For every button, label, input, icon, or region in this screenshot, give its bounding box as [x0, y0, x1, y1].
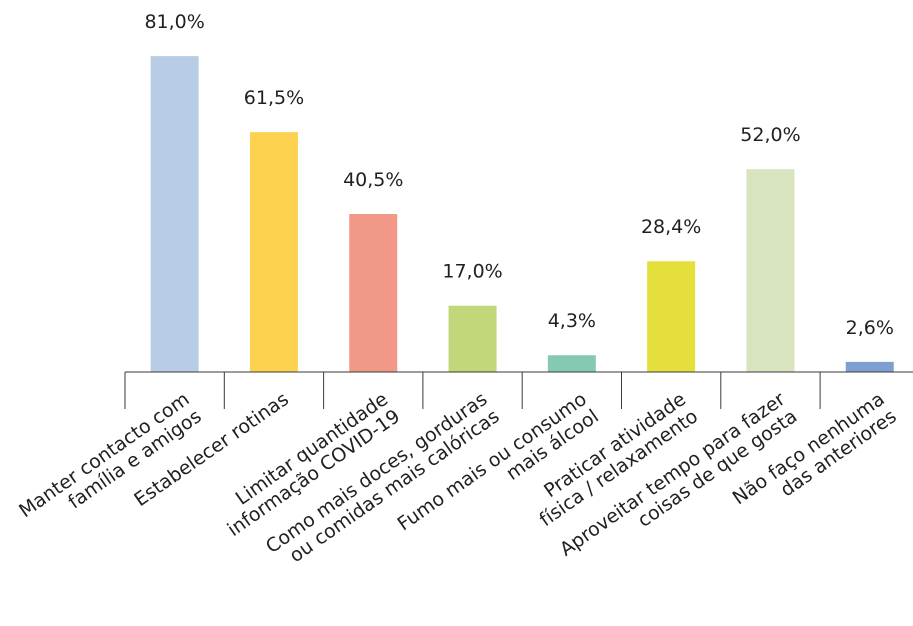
- category-labels-group: Manter contacto comfamília e amigosEstab…: [15, 388, 901, 567]
- data-label: 2,6%: [846, 317, 894, 339]
- bar: [150, 56, 199, 372]
- bar: [647, 261, 696, 372]
- data-label: 52,0%: [740, 124, 800, 146]
- bar: [746, 169, 795, 372]
- bars-group: [150, 56, 894, 372]
- data-label: 61,5%: [244, 87, 304, 109]
- data-label: 81,0%: [144, 11, 204, 33]
- bar: [349, 214, 398, 372]
- bar: [547, 355, 596, 372]
- bar: [845, 361, 894, 372]
- bar: [249, 132, 298, 372]
- category-label-line: Manter contacto com: [15, 388, 193, 522]
- data-label: 40,5%: [343, 169, 403, 191]
- value-labels-group: 81,0% 61,5% 40,5% 17,0% 4,3% 28,4% 52,0% 2,6%: [144, 11, 893, 339]
- data-label: 4,3%: [548, 310, 596, 332]
- data-label: 28,4%: [641, 216, 701, 238]
- x-axis: [124, 371, 913, 409]
- bar: [448, 305, 497, 372]
- data-label: 17,0%: [442, 261, 502, 283]
